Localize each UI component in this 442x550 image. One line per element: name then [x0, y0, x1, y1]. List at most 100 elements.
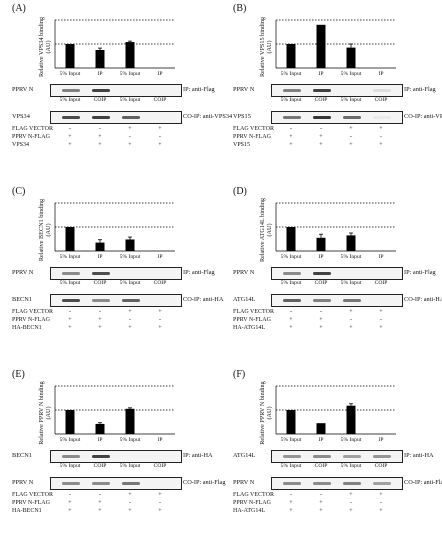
condition-name: HA-ATG14L: [233, 325, 265, 331]
blot1-name: PPRV N: [233, 86, 255, 93]
condition-sign: +: [98, 500, 102, 506]
condition-sign: -: [99, 126, 101, 132]
band: [62, 455, 80, 458]
mid-lane-label: 5% Input: [280, 280, 302, 286]
blot1-name: PPRV N: [233, 269, 255, 276]
mid-lane-label: 5% Input: [340, 97, 362, 103]
bar-1: [95, 423, 105, 434]
bar-2: [346, 47, 356, 68]
condition-sign: +: [349, 126, 353, 132]
mid-lane-label: 5% Input: [59, 280, 81, 286]
mid-lane-label: COIP: [93, 280, 107, 286]
x-tick-label: IP: [318, 437, 324, 443]
condition-sign: +: [289, 142, 293, 148]
band: [313, 455, 331, 458]
condition-name: PPRV N-FLAG: [12, 134, 50, 140]
condition-sign: -: [380, 134, 382, 140]
condition-sign: +: [319, 142, 323, 148]
condition-sign: +: [68, 142, 72, 148]
condition-sign: +: [319, 500, 323, 506]
condition-sign: -: [350, 134, 352, 140]
condition-name: FLAG VECTOR: [12, 492, 53, 498]
condition-table: FLAG VECTOR - - + + PPRV N-FLAG + + - - VPS15 + + + +: [221, 126, 436, 156]
bar-1: [316, 423, 326, 434]
blot-2: [271, 111, 403, 124]
condition-sign: +: [128, 126, 132, 132]
band: [62, 299, 80, 302]
x-tick-label: 5% Input: [340, 254, 362, 260]
condition-sign: +: [349, 309, 353, 315]
condition-sign: -: [129, 500, 131, 506]
mid-lane-label: 5% Input: [280, 463, 302, 469]
blot2-name: PPRV N: [233, 479, 255, 486]
mid-lane-label: COIP: [314, 280, 328, 286]
bar-chart: [275, 202, 396, 252]
x-tick-label: IP: [157, 437, 163, 443]
condition-name: PPRV N-FLAG: [12, 500, 50, 506]
condition-sign: +: [349, 325, 353, 331]
condition-sign: +: [68, 500, 72, 506]
panel-4: (E) Relative PPRV N binding (AU) 5% Input I…: [0, 366, 226, 548]
band: [283, 482, 301, 485]
condition-name: HA-BECN1: [12, 508, 42, 514]
blot-2: [50, 477, 182, 490]
band: [373, 482, 391, 485]
band: [283, 299, 301, 302]
x-tick-label: IP: [97, 254, 103, 260]
condition-sign: +: [379, 126, 383, 132]
bar-chart: [275, 385, 396, 435]
bar-2: [125, 408, 135, 434]
panel-label: (F): [233, 369, 246, 380]
panel-3: (D) Relative ATG14L binding (AU) 5% Input I…: [221, 183, 442, 365]
condition-name: FLAG VECTOR: [12, 309, 53, 315]
condition-table: FLAG VECTOR - - + + PPRV N-FLAG + + - - HA-BECN1 + +…: [0, 309, 215, 339]
condition-sign: +: [289, 317, 293, 323]
x-tick-label: 5% Input: [59, 437, 81, 443]
panel-0: (A) Relative VPS34 binding (AU) 5% Input IP…: [0, 0, 232, 182]
chart-svg: [54, 385, 175, 435]
blot2-side-label: CO-IP: anti-VPS34: [183, 113, 233, 120]
blot-1: [271, 84, 403, 97]
band: [283, 116, 301, 119]
x-tick-label: IP: [97, 437, 103, 443]
panel-label: (A): [12, 3, 26, 14]
blot1-name: PPRV N: [12, 86, 34, 93]
x-tick-label: 5% Input: [119, 71, 141, 77]
condition-name: PPRV N-FLAG: [233, 134, 271, 140]
condition-sign: -: [320, 492, 322, 498]
blot2-side-label: CO-IP: anti-Flag: [183, 479, 226, 486]
condition-sign: +: [68, 325, 72, 331]
band: [343, 482, 361, 485]
panel-label: (B): [233, 3, 247, 14]
condition-sign: -: [99, 309, 101, 315]
chart-svg: [275, 202, 396, 252]
band: [313, 89, 331, 92]
band: [62, 482, 80, 485]
band: [283, 455, 301, 458]
condition-sign: +: [98, 134, 102, 140]
chart-svg: [275, 19, 396, 69]
condition-sign: +: [349, 492, 353, 498]
x-tick-label: IP: [318, 254, 324, 260]
condition-sign: +: [158, 126, 162, 132]
condition-sign: +: [68, 508, 72, 514]
condition-sign: -: [290, 492, 292, 498]
condition-sign: +: [158, 325, 162, 331]
blot-2: [50, 294, 182, 307]
condition-sign: +: [68, 317, 72, 323]
band: [343, 299, 361, 302]
bar-1: [95, 242, 105, 251]
blot1-side-label: IP: anti-HA: [404, 452, 434, 459]
blot1-side-label: IP: anti-Flag: [183, 269, 215, 276]
condition-table: FLAG VECTOR - - + + PPRV N-FLAG + + - - HA-ATG14L +…: [221, 492, 436, 522]
blot2-name: BECN1: [12, 296, 32, 303]
panel-2: (C) Relative BECN1 binding (AU) 5% Input IP…: [0, 183, 223, 365]
condition-sign: +: [289, 508, 293, 514]
condition-sign: -: [350, 317, 352, 323]
condition-name: VPS15: [233, 142, 251, 148]
blot-2: [50, 111, 182, 124]
bar-0: [65, 227, 75, 251]
x-tick-label: IP: [157, 254, 163, 260]
condition-sign: +: [128, 142, 132, 148]
condition-name: PPRV N-FLAG: [12, 317, 50, 323]
